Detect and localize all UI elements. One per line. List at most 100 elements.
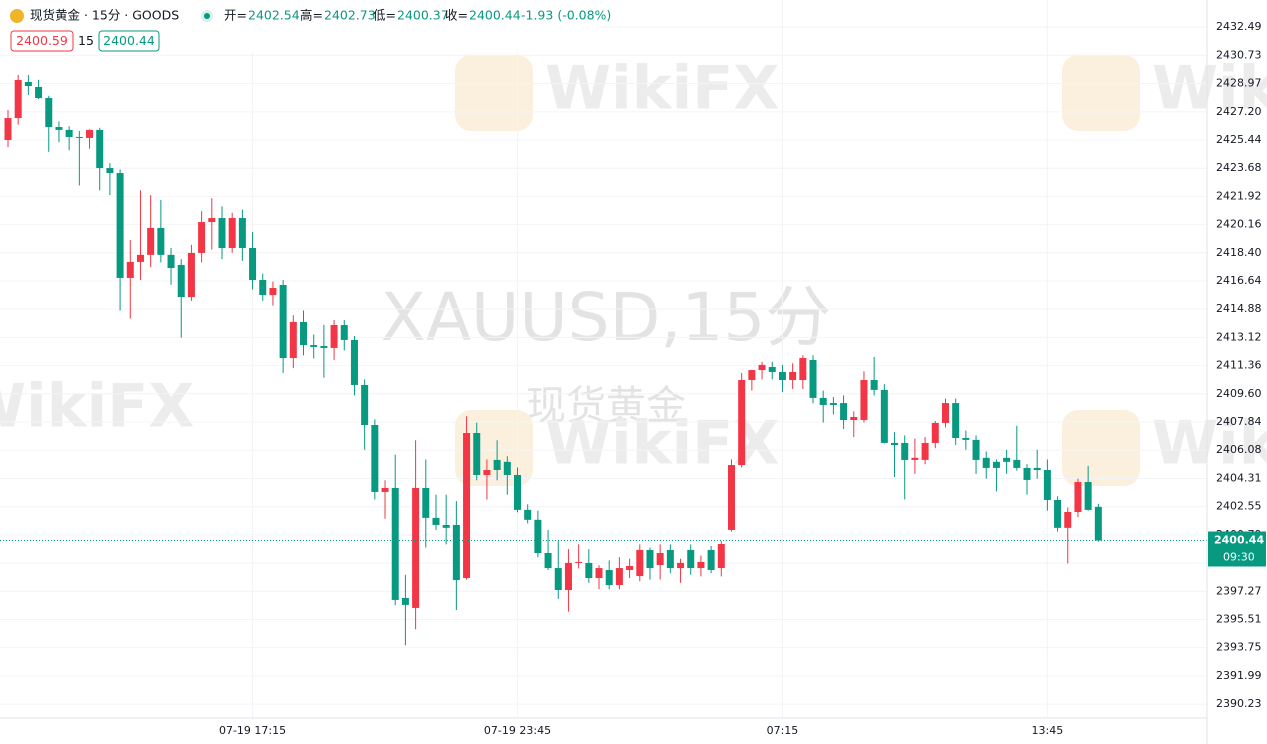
bid: 2400.59 xyxy=(16,33,68,48)
last-price-label: 2400.44 xyxy=(1214,534,1264,547)
candle-body xyxy=(524,509,532,520)
y-tick-label: 2411.36 xyxy=(1216,359,1262,372)
candle-body xyxy=(1003,457,1011,462)
candle-body xyxy=(126,261,134,278)
candle-body xyxy=(1054,499,1062,528)
y-tick-label: 2406.08 xyxy=(1216,443,1262,456)
candle-body xyxy=(697,561,705,569)
ohlc-value: 2402.73 xyxy=(324,8,376,23)
candle-body xyxy=(167,254,175,269)
symbol-icon xyxy=(10,9,24,23)
candle-body xyxy=(595,568,603,578)
candle-body xyxy=(65,129,73,137)
candle-body xyxy=(717,544,725,569)
candle-body xyxy=(198,222,206,253)
candle-body xyxy=(320,346,328,348)
candle-body xyxy=(880,389,888,443)
candle-body xyxy=(96,129,104,169)
y-tick-label: 2421.92 xyxy=(1216,189,1262,202)
candle-body xyxy=(157,227,165,255)
candle-body xyxy=(819,397,827,405)
watermark-brand: WikiFX xyxy=(0,372,194,442)
x-tick-label: 07-19 23:45 xyxy=(484,724,551,737)
candle-body xyxy=(941,403,949,423)
ohlc-label: 高= xyxy=(300,8,323,23)
y-tick-label: 2416.64 xyxy=(1216,274,1262,287)
candle-body xyxy=(514,474,521,510)
candle-body xyxy=(554,568,562,591)
candle-body xyxy=(503,461,511,475)
candle-body xyxy=(748,370,756,380)
spread: 15 xyxy=(78,33,94,48)
candle-body xyxy=(799,358,807,380)
candle-body xyxy=(646,549,654,569)
candle-body xyxy=(45,98,53,128)
y-tick-label: 2393.75 xyxy=(1216,641,1262,654)
axes: 2432.49 2430.73 2428.97 2427.20 2425.44 2423.… xyxy=(219,20,1266,737)
y-tick-label: 2420.16 xyxy=(1216,218,1262,231)
watermark-brand: WikiFX xyxy=(545,54,779,124)
candle-body xyxy=(483,470,491,475)
candle-body xyxy=(350,339,358,385)
bid-box[interactable] xyxy=(10,30,74,52)
candle-body xyxy=(615,568,623,586)
y-tick-label: 2414.88 xyxy=(1216,302,1262,315)
candle-body xyxy=(1043,470,1051,500)
candle-body xyxy=(575,561,583,563)
candle-body xyxy=(310,345,318,347)
candle-body xyxy=(391,487,399,600)
candle-body xyxy=(921,442,929,460)
candle-body xyxy=(136,254,144,262)
candle-body xyxy=(870,379,878,390)
candle-body xyxy=(829,403,837,405)
candle-body xyxy=(55,127,63,130)
ohlc-value: 2400.37 xyxy=(397,8,449,23)
candle-body xyxy=(901,442,909,460)
candle-body xyxy=(452,524,460,581)
watermark-brand: WikiFX xyxy=(1152,409,1267,479)
y-tick-label: 2397.27 xyxy=(1216,584,1262,597)
candle-body xyxy=(534,519,542,553)
candle-body xyxy=(4,118,12,141)
candle-body xyxy=(585,562,593,578)
countdown: 09:30 xyxy=(1223,551,1255,564)
candle-body xyxy=(789,371,797,380)
watermark-logo xyxy=(1062,410,1140,486)
candle-body xyxy=(289,321,297,359)
candle-body xyxy=(564,562,572,591)
watermark-logo xyxy=(455,55,533,131)
ohlc-value: 2402.54 xyxy=(248,8,300,23)
candle-body xyxy=(106,168,114,174)
candle-body xyxy=(758,364,766,371)
y-tick-label: 2407.84 xyxy=(1216,415,1262,428)
y-tick-label: 2413.12 xyxy=(1216,330,1262,343)
candle-body xyxy=(626,565,634,570)
candle-body xyxy=(768,367,776,372)
candle-body xyxy=(371,425,379,492)
candle-body xyxy=(1094,506,1102,541)
symbol-title: 现货黄金 · 15分 · GOODS xyxy=(30,8,179,23)
candle-body xyxy=(636,549,644,577)
x-tick-label: 07-19 17:15 xyxy=(219,724,286,737)
candle-body xyxy=(218,218,226,248)
candle-body xyxy=(1013,459,1021,468)
candle-body xyxy=(860,379,868,421)
ask-box[interactable] xyxy=(98,30,160,52)
candle-body xyxy=(1084,482,1092,510)
candle-body xyxy=(361,384,369,426)
y-tick-label: 2418.40 xyxy=(1216,246,1262,259)
ohlc-label: 开= xyxy=(224,8,247,23)
candle-body xyxy=(177,264,185,298)
candle-body xyxy=(228,218,236,248)
plot xyxy=(0,74,1207,646)
status-dot xyxy=(204,13,210,19)
candle-body xyxy=(1074,482,1082,512)
candle-body xyxy=(14,79,22,119)
candle-body xyxy=(677,562,685,569)
candle-body xyxy=(432,517,440,525)
candle-body xyxy=(187,252,195,298)
x-tick-label: 13:45 xyxy=(1032,724,1064,737)
change: -1.93 (-0.08%) xyxy=(521,8,611,23)
watermark-name: 现货黄金 xyxy=(526,383,686,429)
candle-body xyxy=(442,524,450,528)
